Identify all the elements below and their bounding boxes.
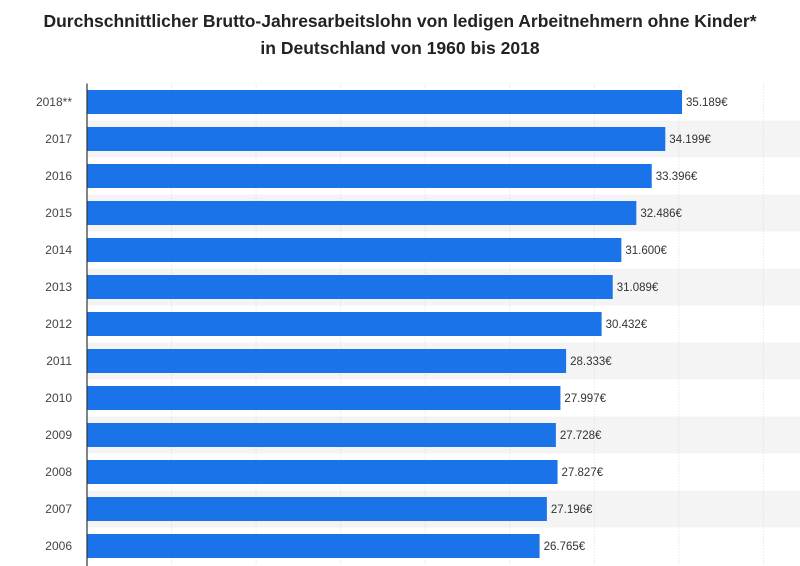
value-label: 26.765€ bbox=[544, 541, 586, 553]
bar bbox=[87, 312, 602, 336]
value-label: 27.997€ bbox=[564, 393, 606, 405]
value-label: 27.728€ bbox=[560, 430, 602, 442]
value-label: 31.600€ bbox=[625, 245, 667, 257]
bar bbox=[87, 127, 666, 151]
bar bbox=[87, 497, 547, 521]
category-label: 2008 bbox=[45, 465, 72, 479]
category-label: 2010 bbox=[45, 391, 72, 405]
bar bbox=[87, 238, 622, 262]
value-label: 28.333€ bbox=[570, 356, 612, 368]
category-label: 2015 bbox=[45, 206, 72, 220]
value-label: 31.089€ bbox=[617, 282, 659, 294]
bar bbox=[87, 164, 652, 188]
bar bbox=[87, 534, 540, 558]
category-label: 2014 bbox=[45, 243, 72, 257]
category-label: 2006 bbox=[45, 539, 72, 553]
bar bbox=[87, 201, 637, 225]
category-label: 2018** bbox=[36, 95, 72, 109]
value-label: 30.432€ bbox=[606, 319, 648, 331]
value-label: 32.486€ bbox=[640, 208, 682, 220]
bar bbox=[87, 349, 567, 373]
category-label: 2017 bbox=[45, 132, 72, 146]
bar bbox=[87, 386, 561, 410]
category-label: 2007 bbox=[45, 502, 72, 516]
value-label: 27.196€ bbox=[551, 504, 593, 516]
category-label: 2011 bbox=[46, 354, 72, 368]
category-label: 2016 bbox=[45, 169, 72, 183]
category-label: 2013 bbox=[45, 280, 72, 294]
chart-title: Durchschnittlicher Brutto-Jahresarbeitsl… bbox=[43, 11, 757, 58]
bar bbox=[87, 423, 556, 447]
value-label: 33.396€ bbox=[656, 171, 698, 183]
bar bbox=[87, 90, 683, 114]
bar bbox=[87, 275, 613, 299]
category-label: 2009 bbox=[45, 428, 72, 442]
value-label: 34.199€ bbox=[669, 134, 711, 146]
value-label: 27.827€ bbox=[562, 467, 604, 479]
bar bbox=[87, 460, 558, 484]
category-label: 2012 bbox=[45, 317, 72, 331]
value-label: 35.189€ bbox=[686, 97, 728, 109]
